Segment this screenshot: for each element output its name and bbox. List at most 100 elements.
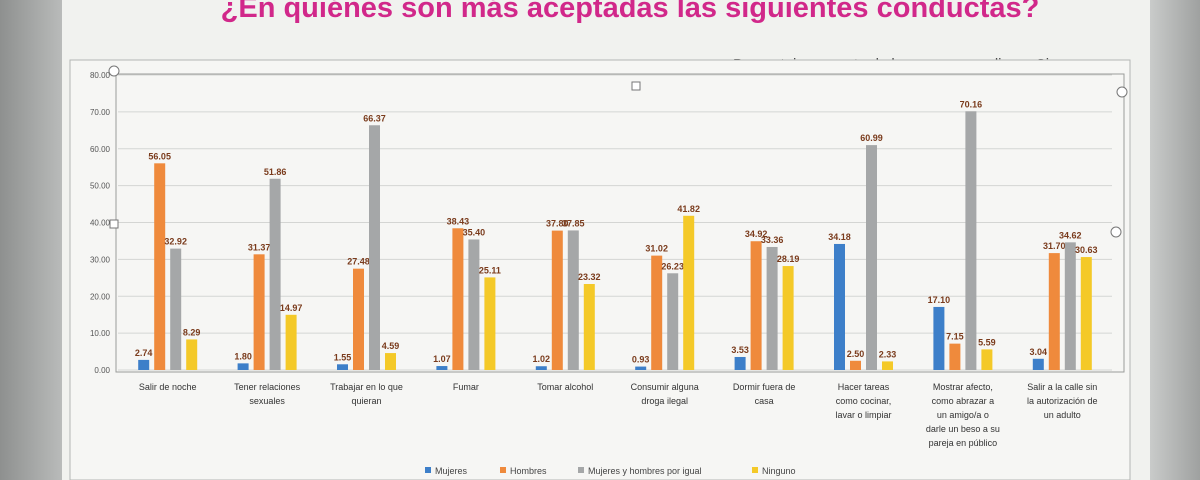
data-label: 1.02: [533, 354, 551, 364]
y-tick-label: 40.00: [90, 219, 111, 228]
legend-swatch: [752, 467, 758, 473]
x-category-label: Tener relaciones: [234, 382, 301, 392]
bar-hombres: [154, 163, 166, 370]
data-label: 56.05: [148, 151, 171, 161]
data-label: 23.32: [578, 272, 601, 282]
y-tick-label: 20.00: [90, 292, 111, 301]
data-label: 8.29: [183, 327, 201, 337]
data-label: 1.07: [433, 354, 451, 364]
bar-mujeres: [535, 366, 547, 370]
selection-handle: [1116, 86, 1128, 98]
data-label: 34.18: [828, 232, 851, 242]
data-label: 7.15: [946, 332, 964, 342]
data-label: 2.33: [879, 349, 897, 359]
bar-igual: [468, 239, 480, 370]
y-tick-label: 70.00: [90, 108, 111, 117]
bar-mujeres: [337, 364, 348, 370]
bar-igual: [567, 230, 579, 370]
bar-hombres: [850, 360, 861, 370]
x-category-label: Dormir fuera de: [733, 382, 796, 392]
legend-swatch: [500, 467, 506, 473]
bar-hombres: [253, 254, 265, 370]
x-category-label: lavar o limpiar: [835, 410, 891, 420]
bar-hombres: [949, 343, 961, 370]
data-label: 5.59: [978, 337, 996, 347]
y-tick-label: 30.00: [90, 255, 111, 264]
data-label: 34.62: [1059, 230, 1082, 240]
bar-ninguno: [882, 361, 893, 370]
bar-hombres: [551, 230, 563, 370]
data-label: 14.97: [280, 303, 303, 313]
data-label: 38.43: [447, 216, 470, 226]
x-category-label: quieran: [351, 396, 381, 406]
data-label: 1.80: [234, 351, 252, 361]
y-tick-label: 10.00: [90, 329, 111, 338]
bar-mujeres: [138, 359, 150, 370]
x-category-label: droga ilegal: [641, 396, 688, 406]
x-category-label: la autorización de: [1027, 396, 1098, 406]
bar-mujeres: [834, 243, 845, 370]
bar-ninguno: [583, 284, 595, 370]
data-label: 26.23: [661, 261, 684, 271]
bar-igual: [866, 145, 877, 370]
selection-handle: [631, 81, 641, 91]
data-label: 37.80: [546, 219, 569, 229]
bar-mujeres: [1032, 358, 1044, 370]
bar-igual: [369, 125, 380, 371]
chart-area: [69, 59, 1131, 480]
x-category-label: un adulto: [1044, 410, 1081, 420]
data-label: 70.16: [960, 99, 983, 109]
data-label: 32.92: [164, 237, 187, 247]
x-category-label: como cocinar,: [836, 396, 892, 406]
data-label: 34.92: [745, 229, 768, 239]
data-label: 0.93: [632, 355, 650, 365]
data-label: 31.70: [1043, 241, 1066, 251]
bar-igual: [667, 273, 679, 370]
data-label: 31.02: [645, 244, 668, 254]
bar-hombres: [1048, 253, 1060, 370]
bar-ninguno: [683, 215, 695, 370]
data-label: 37.85: [562, 218, 585, 228]
bar-ninguno: [484, 277, 496, 370]
right-bezel: [1150, 0, 1200, 480]
data-label: 3.04: [1030, 347, 1048, 357]
data-label: 66.37: [363, 113, 386, 123]
x-category-label: Trabajar en lo que: [330, 382, 403, 392]
legend-label: Mujeres y hombres por igual: [588, 466, 702, 476]
data-label: 2.74: [135, 348, 153, 358]
selection-handle: [1110, 226, 1122, 238]
bar-igual: [965, 111, 977, 370]
x-category-label: Salir de noche: [139, 382, 197, 392]
x-category-label: casa: [755, 396, 774, 406]
x-category-label: Salir a la calle sin: [1027, 382, 1097, 392]
bar-ninguno: [1080, 257, 1092, 370]
data-label: 51.86: [264, 167, 287, 177]
legend-label: Hombres: [510, 466, 547, 476]
data-label: 4.59: [382, 341, 400, 351]
data-label: 28.19: [777, 254, 800, 264]
y-tick-label: 80.00: [90, 71, 111, 80]
bar-igual: [766, 246, 778, 370]
x-category-label: pareja en público: [929, 438, 998, 448]
bar-mujeres: [436, 366, 448, 370]
bar-ninguno: [782, 266, 794, 370]
data-label: 2.50: [847, 349, 865, 359]
slide-title: ¿En quiénes son más aceptadas las siguie…: [220, 0, 1040, 24]
data-label: 31.37: [248, 242, 271, 252]
x-category-label: darle un beso a su: [926, 424, 1000, 434]
legend-label: Ninguno: [762, 466, 796, 476]
x-category-label: Hacer tareas: [838, 382, 890, 392]
x-category-label: un amigo/a o: [937, 410, 989, 420]
legend-swatch: [425, 467, 431, 473]
data-label: 60.99: [860, 133, 883, 143]
data-label: 17.10: [928, 295, 951, 305]
y-tick-label: 50.00: [90, 182, 111, 191]
selection-handle: [109, 219, 119, 229]
bar-igual: [1064, 242, 1076, 370]
bar-hombres: [651, 255, 663, 370]
data-label: 27.48: [347, 257, 370, 267]
bar-ninguno: [981, 349, 993, 370]
x-category-label: como abrazar a: [932, 396, 995, 406]
y-tick-label: 0.00: [94, 366, 110, 375]
